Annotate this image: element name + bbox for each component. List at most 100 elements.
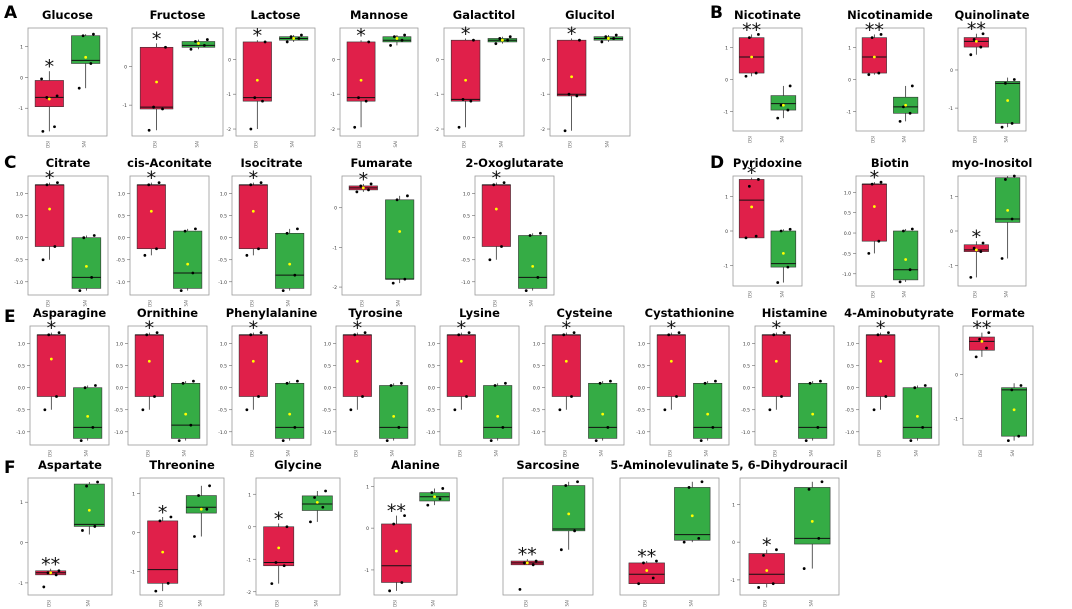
data-point-dsi — [153, 395, 156, 398]
data-point-dsi — [518, 587, 522, 591]
data-point-dsi — [147, 183, 151, 187]
box-dsi — [263, 526, 295, 567]
data-point-sai — [699, 439, 703, 442]
data-point-sai — [90, 275, 94, 279]
y-tick-label: -1 — [331, 92, 336, 98]
box-dsi — [748, 553, 785, 584]
box-sai — [552, 485, 586, 532]
data-point-sai — [902, 229, 905, 233]
significance-marker: * — [876, 318, 886, 340]
x-tick-label-dsi: DSI — [359, 300, 364, 307]
significance-marker: * — [356, 25, 366, 47]
data-point-dsi — [259, 331, 263, 335]
y-tick-label: 1 — [248, 492, 251, 498]
x-tick-label-sai: SAI — [529, 300, 534, 307]
data-point-dsi — [867, 252, 871, 255]
data-point-sai — [576, 480, 579, 484]
plot-title: Glycine — [274, 458, 322, 472]
box-dsi — [738, 37, 765, 74]
data-point-sai — [779, 103, 783, 107]
significance-marker: * — [762, 535, 772, 557]
box-dsi — [963, 244, 989, 252]
significance-marker: * — [45, 56, 55, 78]
mean-marker-dsi — [251, 209, 255, 213]
data-point-sai — [703, 381, 707, 385]
y-tick-label: 0 — [542, 57, 545, 63]
data-point-dsi — [57, 569, 61, 573]
mean-marker-sai — [690, 514, 694, 518]
data-point-dsi — [987, 331, 991, 335]
data-point-sai — [804, 439, 808, 442]
data-point-dsi — [575, 94, 579, 98]
data-point-sai — [504, 381, 507, 385]
x-tick-label-dsi: DSI — [748, 136, 753, 143]
mean-marker-sai — [199, 507, 203, 511]
x-tick-label-dsi: DSI — [357, 141, 362, 148]
boxplot-pyridoxine: Pyridoxine 1 0 -1 DSI * SAI — [724, 156, 803, 298]
boxplot-nicotinamide: Nicotinamide 1 0 -1 DSI ** SAI — [847, 8, 934, 143]
panel-letter-e: E — [4, 307, 16, 327]
mean-marker-sai — [567, 512, 571, 516]
box-sai — [794, 487, 831, 545]
y-tick-label: -0.5 — [636, 408, 645, 414]
x-tick-label-dsi: DSI — [492, 300, 497, 307]
y-tick-label: 0 — [334, 206, 337, 212]
boxplot-fructose: Fructose 0 -1 DSI * SAI — [123, 8, 224, 148]
significance-marker: * — [158, 502, 168, 524]
box-sai — [379, 385, 409, 439]
data-point-sai — [594, 439, 598, 442]
y-tick-label: 0.0 — [116, 386, 123, 392]
y-tick-label: 0.5 — [463, 214, 470, 220]
data-point-sai — [506, 38, 510, 42]
y-tick-label: 1 — [20, 45, 23, 51]
data-point-dsi — [872, 408, 876, 412]
y-tick-label: 0.5 — [638, 364, 645, 370]
data-point-sai — [802, 567, 806, 570]
mean-marker-dsi — [872, 55, 876, 59]
x-tick-label-sai: SAI — [809, 450, 814, 457]
boxplot-cysteine: Cysteine 1.0 0.5 0.0 -0.5 -1.0 DSI * SAI — [531, 306, 625, 457]
data-point-dsi — [353, 333, 357, 337]
x-tick-label-sai: SAI — [313, 600, 318, 607]
significance-marker: ** — [972, 318, 991, 340]
box-sai — [483, 385, 513, 439]
data-point-sai — [921, 425, 925, 429]
data-point-sai — [498, 37, 502, 40]
y-tick-label: 1 — [20, 500, 23, 506]
y-tick-label: 0.0 — [220, 236, 227, 242]
data-point-sai — [177, 439, 181, 442]
box-dsi — [450, 39, 481, 102]
plot-title: Pyridoxine — [733, 156, 802, 170]
data-point-dsi — [400, 581, 404, 584]
box-sai — [385, 199, 415, 280]
x-tick-label-sai: SAI — [390, 450, 395, 457]
data-point-sai — [564, 484, 568, 487]
data-point-dsi — [979, 45, 983, 49]
x-tick-label-dsi: DSI — [972, 291, 977, 298]
data-point-sai — [700, 480, 704, 484]
mean-marker-sai — [501, 38, 504, 42]
data-point-dsi — [762, 553, 765, 557]
y-tick-label: 1 — [848, 45, 851, 51]
plot-title: Phenylalanine — [226, 306, 318, 320]
data-point-sai — [94, 384, 97, 387]
data-point-dsi — [141, 408, 145, 412]
plot-title: Ornithine — [137, 306, 198, 320]
data-point-sai — [1004, 81, 1007, 85]
data-point-sai — [438, 497, 442, 501]
data-point-dsi — [55, 395, 58, 398]
box-sai — [518, 235, 548, 289]
data-point-sai — [403, 277, 407, 281]
y-tick-label: 0 — [848, 78, 851, 84]
x-tick-label-sai: SAI — [808, 600, 813, 607]
x-tick-label-sai: SAI — [604, 141, 609, 148]
data-point-sai — [614, 33, 618, 37]
data-point-sai — [441, 487, 445, 490]
y-tick-label: -1 — [731, 578, 736, 584]
x-tick-label-dsi: DSI — [47, 450, 52, 457]
data-point-dsi — [531, 563, 535, 567]
data-point-dsi — [147, 128, 151, 132]
data-point-sai — [908, 111, 912, 115]
x-tick-label-dsi: DSI — [249, 450, 254, 457]
data-point-sai — [77, 86, 81, 90]
